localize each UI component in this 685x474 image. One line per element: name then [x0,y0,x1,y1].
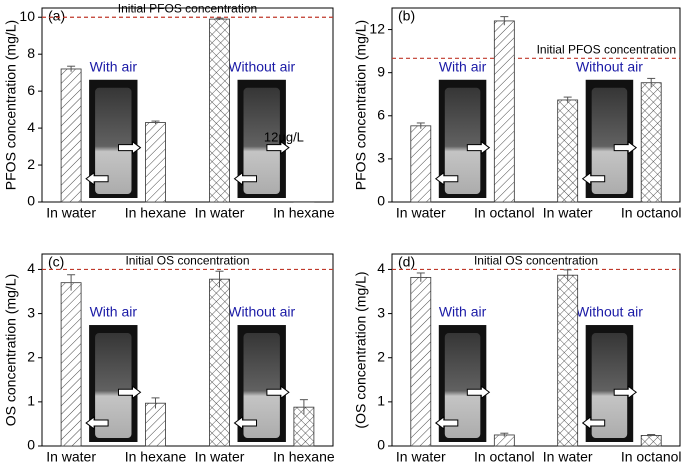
series-label: With air [439,58,487,74]
y-tick-label: 4 [377,260,385,276]
bar [411,126,431,202]
series-label: Without air [228,58,295,74]
y-tick-label: 3 [377,304,385,320]
y-tick-label: 2 [27,348,35,364]
x-tick-label: In water [396,449,446,465]
x-tick-label: In water [46,205,96,221]
bar [145,403,165,446]
y-tick-label: 4 [27,260,35,276]
x-tick-label: In hexane [125,449,187,465]
value-label: 12µg/L [264,129,304,144]
bar [61,283,81,446]
panel-label: (d) [398,254,415,270]
y-tick-label: 0 [27,437,35,453]
bar [558,100,578,202]
x-tick-label: In octanol [621,449,682,465]
bar [494,21,514,202]
y-axis-label: OS concentration (mg/L) [3,274,19,427]
y-axis-label: (OS concentration (mg/L) [353,271,369,428]
y-axis-label: PFOS concentration (mg/L) [353,20,369,190]
plot-frame [42,8,333,202]
x-tick-label: In water [46,449,96,465]
y-tick-label: 9 [377,63,385,79]
y-tick-label: 10 [19,8,35,24]
reference-label: Initial OS concentration [125,254,249,268]
bar [558,275,578,446]
x-tick-label: In water [543,449,593,465]
y-tick-label: 0 [27,193,35,209]
y-tick-label: 0 [377,437,385,453]
panel: With air Without air 0 1 2 3 4 (OS concentratio… [353,254,682,465]
x-tick-label: In water [195,205,245,221]
x-tick-label: In hexane [125,205,187,221]
series-label: With air [90,58,138,74]
panel-label: (a) [48,8,65,24]
x-tick-label: In water [543,205,593,221]
panel-label: (c) [48,254,64,270]
y-tick-label: 2 [27,156,35,172]
bar [145,123,165,202]
y-axis-label: PFOS concentration (mg/L) [3,20,19,190]
series-label: Without air [576,304,643,320]
x-tick-label: In water [396,205,446,221]
x-tick-label: In octanol [474,449,535,465]
x-tick-label: In hexane [273,449,335,465]
series-label: With air [439,304,487,320]
y-tick-label: 0 [377,193,385,209]
bar [210,279,230,446]
series-label: With air [90,304,138,320]
reference-label: Initial PFOS concentration [537,42,676,56]
y-tick-label: 3 [377,150,385,166]
x-tick-label: In water [195,449,245,465]
x-tick-label: In octanol [621,205,682,221]
plot-frame [42,254,333,446]
reference-label: Initial OS concentration [474,254,598,268]
panel-label: (b) [398,8,415,24]
plot-frame [392,8,680,202]
x-tick-label: In octanol [474,205,535,221]
bar [210,19,230,202]
series-label: Without air [576,58,643,74]
series-label: Without air [228,304,295,320]
bar [641,435,661,446]
panel: With air Without air 0 1 2 3 4 OS concentration… [3,254,335,465]
y-tick-label: 1 [27,393,35,409]
reference-label: Initial PFOS concentration [118,1,257,15]
plot-frame [392,254,680,446]
y-tick-label: 1 [377,393,385,409]
y-tick-label: 8 [27,45,35,61]
y-tick-label: 4 [27,119,35,135]
bar [641,83,661,202]
y-tick-label: 2 [377,348,385,364]
y-tick-label: 12 [369,20,385,36]
y-tick-label: 6 [27,82,35,98]
y-tick-label: 6 [377,106,385,122]
bar [61,69,81,202]
bar [411,277,431,446]
x-tick-label: In hexane [273,205,335,221]
y-tick-label: 3 [27,304,35,320]
